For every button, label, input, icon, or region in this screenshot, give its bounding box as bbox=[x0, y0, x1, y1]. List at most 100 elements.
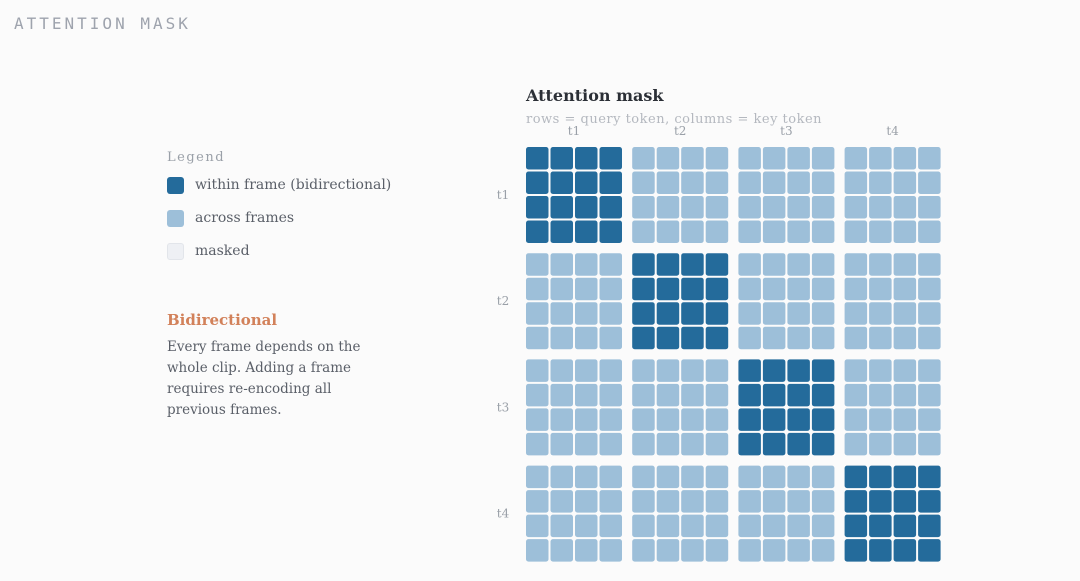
legend-label-across-frames: across frames bbox=[195, 210, 295, 226]
mask-cell-across bbox=[918, 147, 941, 170]
mask-cell-across bbox=[656, 490, 680, 513]
mask-cell-across bbox=[632, 490, 655, 513]
mask-cell-within bbox=[738, 432, 761, 456]
mask-cell-across bbox=[738, 220, 761, 243]
mode-note: Bidirectional Every frame depends on the… bbox=[167, 311, 387, 421]
mask-cell-across bbox=[550, 490, 573, 513]
mask-cell-within bbox=[575, 147, 598, 170]
mask-cell-within bbox=[526, 196, 549, 219]
mask-cell-across bbox=[632, 359, 655, 382]
mask-cell-across bbox=[681, 514, 704, 538]
mask-cell-across bbox=[632, 220, 655, 243]
mask-cell-across bbox=[811, 490, 835, 513]
mask-cell-across bbox=[550, 465, 573, 489]
mask-cell-across bbox=[738, 490, 761, 513]
mask-cell-across bbox=[844, 383, 868, 407]
mask-cell-across bbox=[869, 171, 892, 194]
mask-cell-across bbox=[656, 465, 680, 489]
mask-cell-across bbox=[656, 539, 680, 562]
mask-cell-within bbox=[575, 171, 598, 194]
mask-cell-across bbox=[787, 465, 810, 489]
mask-cell-across bbox=[738, 302, 761, 325]
mask-cell-across bbox=[681, 490, 704, 513]
mask-cell-across bbox=[632, 465, 655, 489]
mask-cell-across bbox=[705, 196, 729, 219]
mask-cell-across bbox=[738, 539, 761, 562]
mask-cell-across bbox=[632, 514, 655, 538]
mask-cell-across bbox=[893, 171, 917, 194]
mask-cell-across bbox=[738, 326, 761, 350]
mask-cell-within bbox=[526, 171, 549, 194]
mask-cell-within bbox=[632, 253, 655, 276]
mask-cell-across bbox=[762, 277, 786, 301]
mask-cell-across bbox=[787, 196, 810, 219]
mask-cell-across bbox=[811, 196, 835, 219]
mask-cell-across bbox=[575, 514, 598, 538]
mask-cell-across bbox=[844, 326, 868, 350]
mask-cell-across bbox=[705, 408, 729, 431]
mask-cell-across bbox=[526, 539, 549, 562]
mask-cell-within bbox=[550, 147, 573, 170]
mask-cell-across bbox=[844, 432, 868, 456]
mask-cell-within bbox=[656, 253, 680, 276]
row-label-t4: t4 bbox=[497, 507, 510, 521]
mask-cell-within bbox=[787, 432, 810, 456]
mask-cell-across bbox=[811, 465, 835, 489]
mask-cell-across bbox=[762, 514, 786, 538]
mask-cell-across bbox=[526, 383, 549, 407]
mask-cell-across bbox=[762, 490, 786, 513]
mask-cell-within bbox=[844, 490, 868, 513]
row-label-t1: t1 bbox=[497, 188, 509, 202]
mask-cell-across bbox=[844, 147, 868, 170]
mask-cell-across bbox=[705, 359, 729, 382]
mode-note-title: Bidirectional bbox=[167, 311, 278, 329]
mask-cell-across bbox=[811, 253, 835, 276]
legend-item-across-frames: across frames bbox=[167, 209, 391, 227]
mask-cell-across bbox=[550, 277, 573, 301]
chart-subtitle: rows = query token, columns = key token bbox=[526, 112, 823, 127]
mask-cell-across bbox=[575, 277, 598, 301]
mask-cell-across bbox=[869, 196, 892, 219]
mask-cell-across bbox=[599, 539, 622, 562]
mask-cell-across bbox=[893, 196, 917, 219]
mask-cell-across bbox=[656, 196, 680, 219]
mask-cell-across bbox=[550, 302, 573, 325]
legend-item-within-frame: within frame (bidirectional) bbox=[167, 176, 391, 194]
mask-cell-across bbox=[656, 514, 680, 538]
mask-cell-across bbox=[575, 326, 598, 350]
mask-cell-across bbox=[575, 432, 598, 456]
mask-cell-across bbox=[869, 277, 892, 301]
mask-cell-across bbox=[869, 147, 892, 170]
mask-cell-within bbox=[869, 539, 892, 562]
mask-cell-across bbox=[762, 220, 786, 243]
mask-cell-within bbox=[656, 302, 680, 325]
mask-cell-across bbox=[599, 359, 622, 382]
mask-cell-across bbox=[811, 277, 835, 301]
mask-cell-across bbox=[811, 539, 835, 562]
mask-cell-within bbox=[811, 383, 835, 407]
legend-title: Legend bbox=[167, 150, 226, 165]
mask-cell-across bbox=[632, 383, 655, 407]
mask-cell-within bbox=[787, 408, 810, 431]
mask-cell-across bbox=[656, 359, 680, 382]
mask-cell-within bbox=[762, 432, 786, 456]
mask-cell-across bbox=[738, 277, 761, 301]
mask-cell-within bbox=[632, 302, 655, 325]
mask-cell-across bbox=[918, 432, 941, 456]
mask-cell-across bbox=[599, 514, 622, 538]
mask-cell-across bbox=[893, 326, 917, 350]
mask-cell-across bbox=[762, 196, 786, 219]
mask-cell-across bbox=[787, 326, 810, 350]
mask-cell-across bbox=[893, 359, 917, 382]
mask-cell-across bbox=[656, 147, 680, 170]
mask-cell-across bbox=[599, 490, 622, 513]
mask-cell-across bbox=[705, 147, 729, 170]
mask-cell-across bbox=[762, 253, 786, 276]
mask-cell-across bbox=[762, 147, 786, 170]
mask-cell-within bbox=[681, 302, 704, 325]
mask-cell-within bbox=[705, 253, 729, 276]
mask-cell-across bbox=[738, 253, 761, 276]
mask-cell-across bbox=[550, 383, 573, 407]
legend-label-masked: masked bbox=[195, 243, 250, 259]
mask-cell-across bbox=[526, 302, 549, 325]
